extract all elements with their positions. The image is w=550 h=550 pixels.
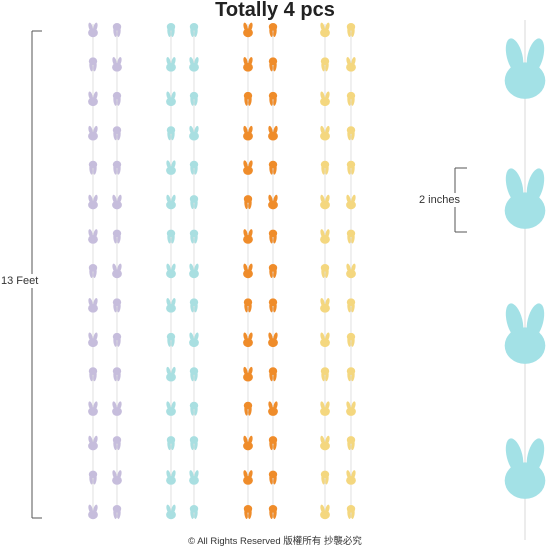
size-label: 2 inches bbox=[418, 193, 461, 207]
large-bunny-strand bbox=[502, 20, 548, 540]
page-title: Totally 4 pcs bbox=[215, 0, 335, 21]
length-label: 13 Feet bbox=[0, 274, 40, 288]
garland-strands bbox=[87, 22, 357, 520]
copyright-footer: © All Rights Reserved 版權所有 抄襲必究 bbox=[188, 536, 362, 547]
